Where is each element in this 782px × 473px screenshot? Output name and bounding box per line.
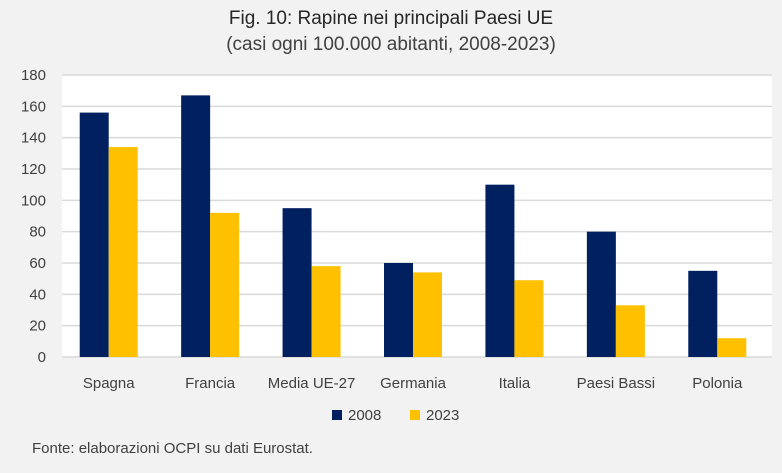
y-tick-label: 0 xyxy=(38,349,46,366)
bar-2008-spagna xyxy=(79,112,109,357)
x-category-label: Germania xyxy=(380,375,447,392)
y-tick-label: 120 xyxy=(21,161,46,178)
legend-swatch-2023 xyxy=(410,410,420,420)
bar-2023-media-ue-27 xyxy=(311,266,341,357)
x-category-label: Spagna xyxy=(83,375,135,392)
y-tick-label: 140 xyxy=(21,130,46,147)
y-tick-label: 20 xyxy=(29,318,46,335)
legend-label-2023: 2023 xyxy=(426,407,459,424)
legend-label-2008: 2008 xyxy=(348,407,381,424)
bar-2023-spagna xyxy=(108,147,138,357)
x-category-label: Francia xyxy=(185,375,236,392)
y-tick-label: 60 xyxy=(29,255,46,272)
bar-2008-media-ue-27 xyxy=(282,208,312,357)
x-category-label: Paesi Bassi xyxy=(577,375,655,392)
y-tick-label: 100 xyxy=(21,192,46,209)
y-tick-label: 80 xyxy=(29,224,46,241)
legend-swatch-2008 xyxy=(332,410,342,420)
chart-subtitle: (casi ogni 100.000 abitanti, 2008-2023) xyxy=(226,34,556,55)
source-note: Fonte: elaborazioni OCPI su dati Eurosta… xyxy=(32,440,313,457)
bar-2008-germania xyxy=(384,263,413,357)
bar-2023-francia xyxy=(210,212,240,357)
chart-title: Fig. 10: Rapine nei principali Paesi UE xyxy=(228,8,554,29)
bar-2008-polonia xyxy=(688,270,718,357)
y-tick-label: 160 xyxy=(21,98,46,115)
bar-2023-italia xyxy=(514,280,544,357)
bar-2008-francia xyxy=(181,95,211,357)
bar-2008-italia xyxy=(485,184,515,357)
bar-2023-germania xyxy=(413,272,442,357)
x-category-label: Polonia xyxy=(692,375,743,392)
y-tick-label: 40 xyxy=(29,286,46,303)
bar-2023-paesi-bassi xyxy=(615,305,645,357)
x-category-label: Media UE-27 xyxy=(268,375,356,392)
bar-2023-polonia xyxy=(717,338,747,357)
bar-2008-paesi-bassi xyxy=(586,231,616,357)
x-category-label: Italia xyxy=(499,375,531,392)
y-tick-label: 180 xyxy=(21,67,46,84)
